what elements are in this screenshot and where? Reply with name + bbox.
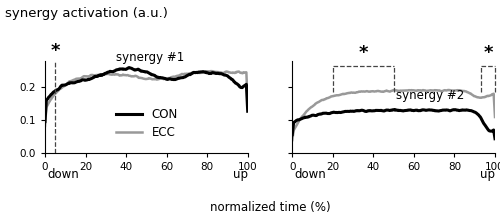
- Text: *: *: [358, 44, 368, 62]
- Text: synergy activation (a.u.): synergy activation (a.u.): [5, 7, 168, 20]
- ECC: [42, 125, 48, 127]
- CON: [126, 66, 132, 69]
- CON: [162, 78, 168, 80]
- ECC: [166, 77, 172, 80]
- ECC: [162, 77, 168, 80]
- ECC: [226, 71, 232, 74]
- Line: ECC: ECC: [45, 71, 248, 126]
- CON: [226, 76, 232, 79]
- CON: [164, 78, 170, 80]
- Text: synergy #2: synergy #2: [396, 89, 464, 102]
- Text: normalized time (%): normalized time (%): [210, 201, 330, 214]
- CON: [244, 110, 250, 112]
- Text: *: *: [50, 42, 60, 60]
- Text: *: *: [483, 44, 492, 62]
- CON: [214, 72, 220, 75]
- Text: down: down: [47, 168, 79, 181]
- CON: [42, 120, 48, 123]
- Text: down: down: [294, 168, 326, 181]
- ECC: [42, 116, 48, 118]
- Text: up: up: [232, 168, 248, 181]
- ECC: [208, 70, 214, 72]
- ECC: [244, 103, 250, 106]
- Legend: CON, ECC: CON, ECC: [112, 103, 183, 143]
- ECC: [214, 71, 220, 73]
- Line: CON: CON: [45, 68, 248, 122]
- Text: synergy #1: synergy #1: [116, 51, 184, 64]
- CON: [42, 110, 48, 112]
- Text: up: up: [480, 168, 495, 181]
- CON: [166, 77, 172, 80]
- ECC: [162, 78, 168, 80]
